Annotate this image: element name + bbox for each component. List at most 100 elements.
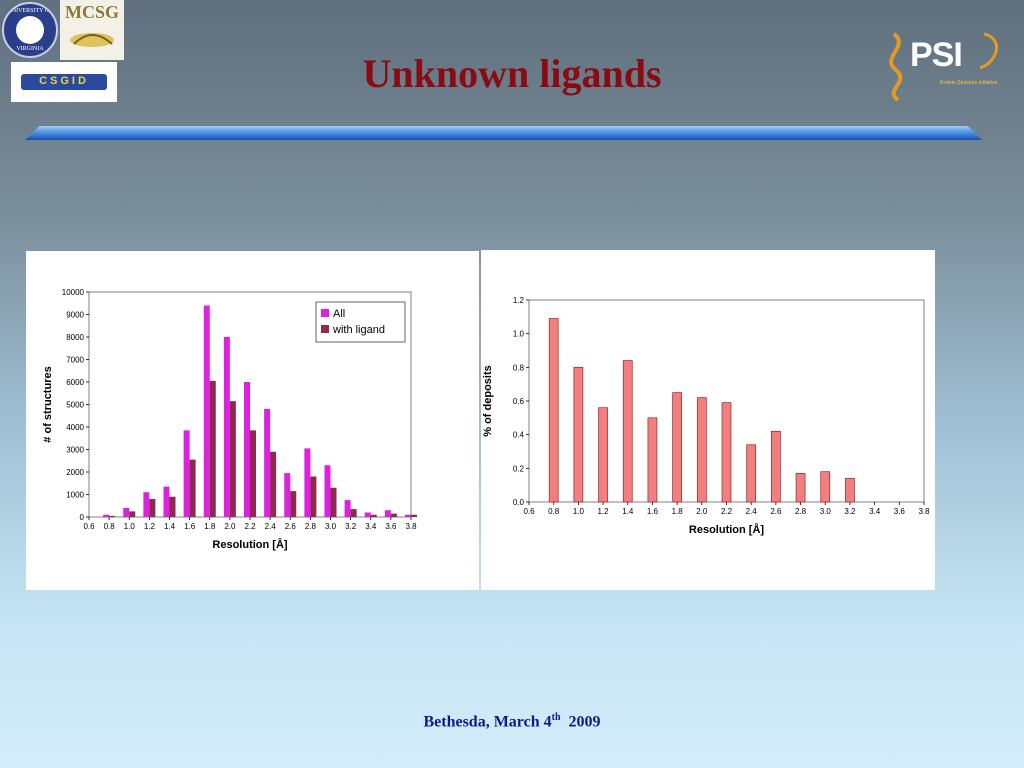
title-divider (25, 126, 982, 140)
bar (598, 407, 608, 503)
x-tick-label: 0.8 (548, 507, 560, 516)
bar (845, 478, 855, 503)
x-tick-label: 1.0 (573, 507, 585, 516)
psi-logo: PSI Protein Structure Initiative (880, 28, 1010, 102)
bar (696, 397, 707, 503)
x-tick-label: 1.8 (672, 507, 684, 516)
y-tick-label: 0.6 (513, 397, 525, 406)
x-tick-label: 1.8 (204, 522, 216, 531)
x-tick-label: 2.2 (721, 507, 733, 516)
bar (109, 515, 116, 517)
footer-year: 2009 (568, 713, 601, 731)
mcsg-logo: MCSG (60, 0, 124, 60)
y-tick-label: 9000 (66, 311, 84, 320)
y-axis-title: % of deposits (482, 365, 494, 437)
bar (390, 513, 397, 517)
x-tick-label: 2.4 (265, 522, 277, 531)
bar (573, 366, 584, 503)
bar (304, 448, 311, 517)
bar (244, 382, 250, 517)
bar (189, 459, 196, 517)
x-tick-label: 2.6 (770, 507, 782, 516)
x-tick-label: 2.0 (696, 507, 708, 516)
structures-histogram: 0 1000 2000 3000 4000 5000 6000 7000 8000 9000 100… (42, 288, 417, 551)
bar (746, 444, 757, 503)
rotunda-icon (16, 16, 44, 44)
psi-logo-subtitle: Protein Structure Initiative (940, 80, 998, 86)
x-tick-label: 1.4 (164, 522, 176, 531)
x-tick-label: 3.6 (385, 522, 397, 531)
mcsg-logo-text: MCSG (65, 2, 119, 22)
y-tick-label: 2000 (66, 468, 84, 477)
slide-footer: Bethesda, March 4th 2009 (0, 712, 1024, 731)
bar (103, 514, 110, 517)
y-tick-label: 10000 (62, 288, 85, 297)
x-tick-label: 3.0 (325, 522, 337, 531)
dna-helix-icon (889, 32, 998, 102)
uva-logo-top-text: UNIVERSITY OF (7, 8, 53, 14)
mcsg-emblem-icon (70, 33, 114, 47)
y-tick-label: 5000 (66, 401, 84, 410)
bar (129, 511, 136, 517)
x-tick-label: 1.4 (622, 507, 634, 516)
y-tick-label: 3000 (66, 446, 84, 455)
bar (169, 496, 176, 517)
bar (330, 487, 337, 517)
y-tick-label: 0.2 (513, 464, 525, 473)
bar (370, 514, 377, 517)
x-axis-title: Resolution [Å] (689, 523, 764, 536)
y-tick-label: 7000 (66, 356, 84, 365)
legend-swatch (321, 325, 329, 333)
x-tick-label: 3.8 (918, 507, 930, 516)
x-tick-label: 2.4 (746, 507, 758, 516)
bar (203, 305, 210, 517)
uva-logo-bottom-text: VIRGINIA (16, 46, 44, 52)
x-tick-label: 2.6 (285, 522, 297, 531)
bar (229, 401, 236, 517)
bar (250, 430, 256, 517)
bar (284, 473, 291, 517)
bar (123, 508, 130, 517)
bar (721, 402, 732, 503)
x-tick-label: 3.2 (345, 522, 357, 531)
y-tick-label: 1000 (66, 491, 84, 500)
x-axis-title: Resolution [Å] (212, 538, 287, 551)
bar (270, 451, 277, 517)
bar (209, 380, 216, 517)
bar (771, 430, 781, 503)
bar (647, 417, 658, 503)
y-tick-label: 0.0 (513, 498, 525, 507)
bar (290, 491, 297, 517)
x-tick-label: 2.2 (244, 522, 256, 531)
x-tick-label: 2.0 (224, 522, 236, 531)
x-tick-label: 2.8 (305, 522, 317, 531)
bar (820, 471, 831, 503)
deposits-chart-panel: 0.0 0.2 0.4 0.6 0.8 1.0 1.2 0.6 0.8 1.0 1.2 1.4 1.6 1… (481, 250, 935, 590)
bar (364, 512, 371, 517)
psi-logo-text: PSI (910, 36, 963, 74)
bar (324, 465, 331, 517)
y-tick-label: 8000 (66, 333, 84, 342)
bar (672, 392, 682, 503)
x-tick-label: 2.8 (795, 507, 807, 516)
x-tick-label: 1.6 (647, 507, 659, 516)
y-tick-label: 0.4 (513, 431, 525, 440)
structures-chart-panel: 0 1000 2000 3000 4000 5000 6000 7000 8000 9000 100… (26, 251, 479, 590)
bar (143, 492, 150, 517)
bar (548, 318, 559, 503)
y-axis-title: # of structures (42, 366, 54, 442)
y-tick-label: 1.2 (513, 296, 525, 305)
y-tick-label: 0 (80, 513, 85, 522)
x-tick-label: 3.6 (894, 507, 906, 516)
bar (384, 510, 391, 517)
bar (183, 430, 190, 517)
y-tick-label: 4000 (66, 423, 84, 432)
bar (622, 360, 633, 503)
bar (350, 509, 357, 517)
x-tick-label: 3.4 (365, 522, 377, 531)
bar (405, 514, 411, 517)
csgid-logo: CSGID (11, 62, 117, 102)
slide-title: Unknown ligands (362, 51, 662, 96)
legend-swatch (321, 309, 329, 317)
y-tick-label: 0.8 (513, 363, 525, 372)
